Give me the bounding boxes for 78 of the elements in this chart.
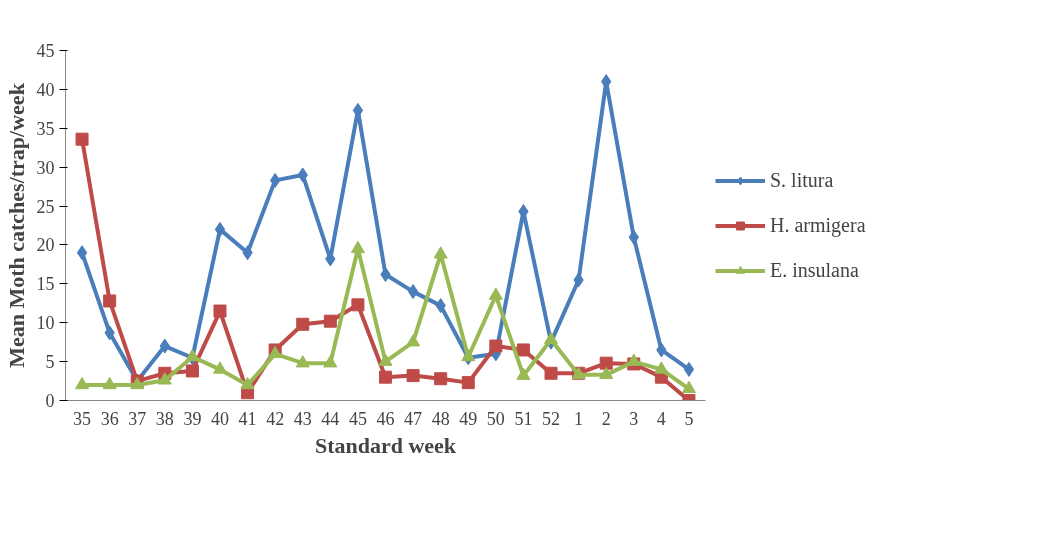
point [434, 372, 448, 386]
point [544, 366, 558, 380]
x-tick-label: 43 [293, 408, 312, 429]
point [654, 361, 669, 374]
point [103, 294, 117, 308]
x-tick-label: 49 [459, 408, 478, 429]
y-tick-label: 10 [36, 313, 55, 334]
point [380, 267, 391, 282]
point [323, 314, 337, 328]
point [516, 343, 530, 357]
point [407, 284, 419, 300]
point [461, 348, 476, 362]
x-tick-label: 37 [128, 408, 147, 429]
legend-label: S. litura [770, 168, 834, 192]
x-tick-label: 35 [73, 408, 92, 429]
point [406, 369, 420, 383]
y-tick-label: 25 [36, 196, 55, 217]
x-tick-label: 47 [404, 408, 423, 429]
point [185, 348, 200, 362]
x-axis-title: Standard week [314, 432, 457, 458]
point [102, 376, 117, 390]
point [296, 317, 310, 331]
x-tick-label: 52 [542, 408, 561, 429]
x-tick-label: 44 [321, 408, 340, 429]
x-tick-label: 36 [100, 408, 119, 429]
x-tick-label: 46 [376, 408, 395, 429]
point [240, 376, 255, 390]
x-tick-label: 4 [656, 408, 666, 429]
y-tick-label: 0 [45, 391, 55, 411]
point [75, 376, 90, 390]
point [185, 364, 199, 378]
x-tick-label: 1 [574, 408, 584, 429]
point [76, 245, 88, 261]
point [516, 367, 531, 380]
legend-label: H. armigera [770, 213, 866, 237]
x-tick-label: 50 [486, 408, 505, 429]
point [489, 339, 503, 353]
point [378, 353, 393, 366]
x-tick-label: 39 [183, 408, 202, 429]
point [379, 370, 392, 384]
x-tick-label: 48 [431, 408, 450, 429]
point [157, 372, 172, 385]
y-tick-label: 20 [36, 235, 55, 256]
point [351, 298, 365, 312]
x-tick-label: 41 [238, 408, 257, 429]
point [214, 221, 226, 237]
point [213, 304, 227, 318]
point [599, 366, 614, 380]
point [681, 380, 696, 394]
point [433, 246, 448, 259]
legend-label: E. insulana [770, 258, 859, 282]
x-tick-label: 5 [684, 408, 694, 429]
point [406, 334, 421, 347]
x-tick-label: 38 [155, 408, 174, 429]
point [544, 331, 559, 345]
y-tick-label: 45 [36, 41, 55, 61]
x-tick-label: 51 [514, 408, 533, 429]
y-tick-label: 15 [36, 274, 55, 295]
y-tick-label: 40 [36, 79, 55, 100]
point [295, 355, 310, 368]
y-tick-label: 30 [36, 157, 55, 178]
point [461, 376, 475, 390]
point [269, 172, 281, 188]
x-tick-label: 40 [210, 408, 229, 429]
y-tick-label: 5 [45, 352, 55, 373]
x-tick-label: 45 [348, 408, 367, 429]
point [75, 132, 89, 146]
y-axis-title: Mean Moth catches/trap/week [3, 82, 29, 368]
x-tick-label: 2 [601, 408, 611, 429]
x-tick-label: 42 [266, 408, 285, 429]
point [683, 361, 695, 377]
point [488, 287, 503, 300]
point [599, 356, 613, 370]
point [212, 361, 227, 374]
y-tick-label: 35 [36, 118, 55, 139]
point [323, 355, 338, 368]
point [350, 240, 365, 254]
x-tick-label: 3 [629, 408, 639, 429]
